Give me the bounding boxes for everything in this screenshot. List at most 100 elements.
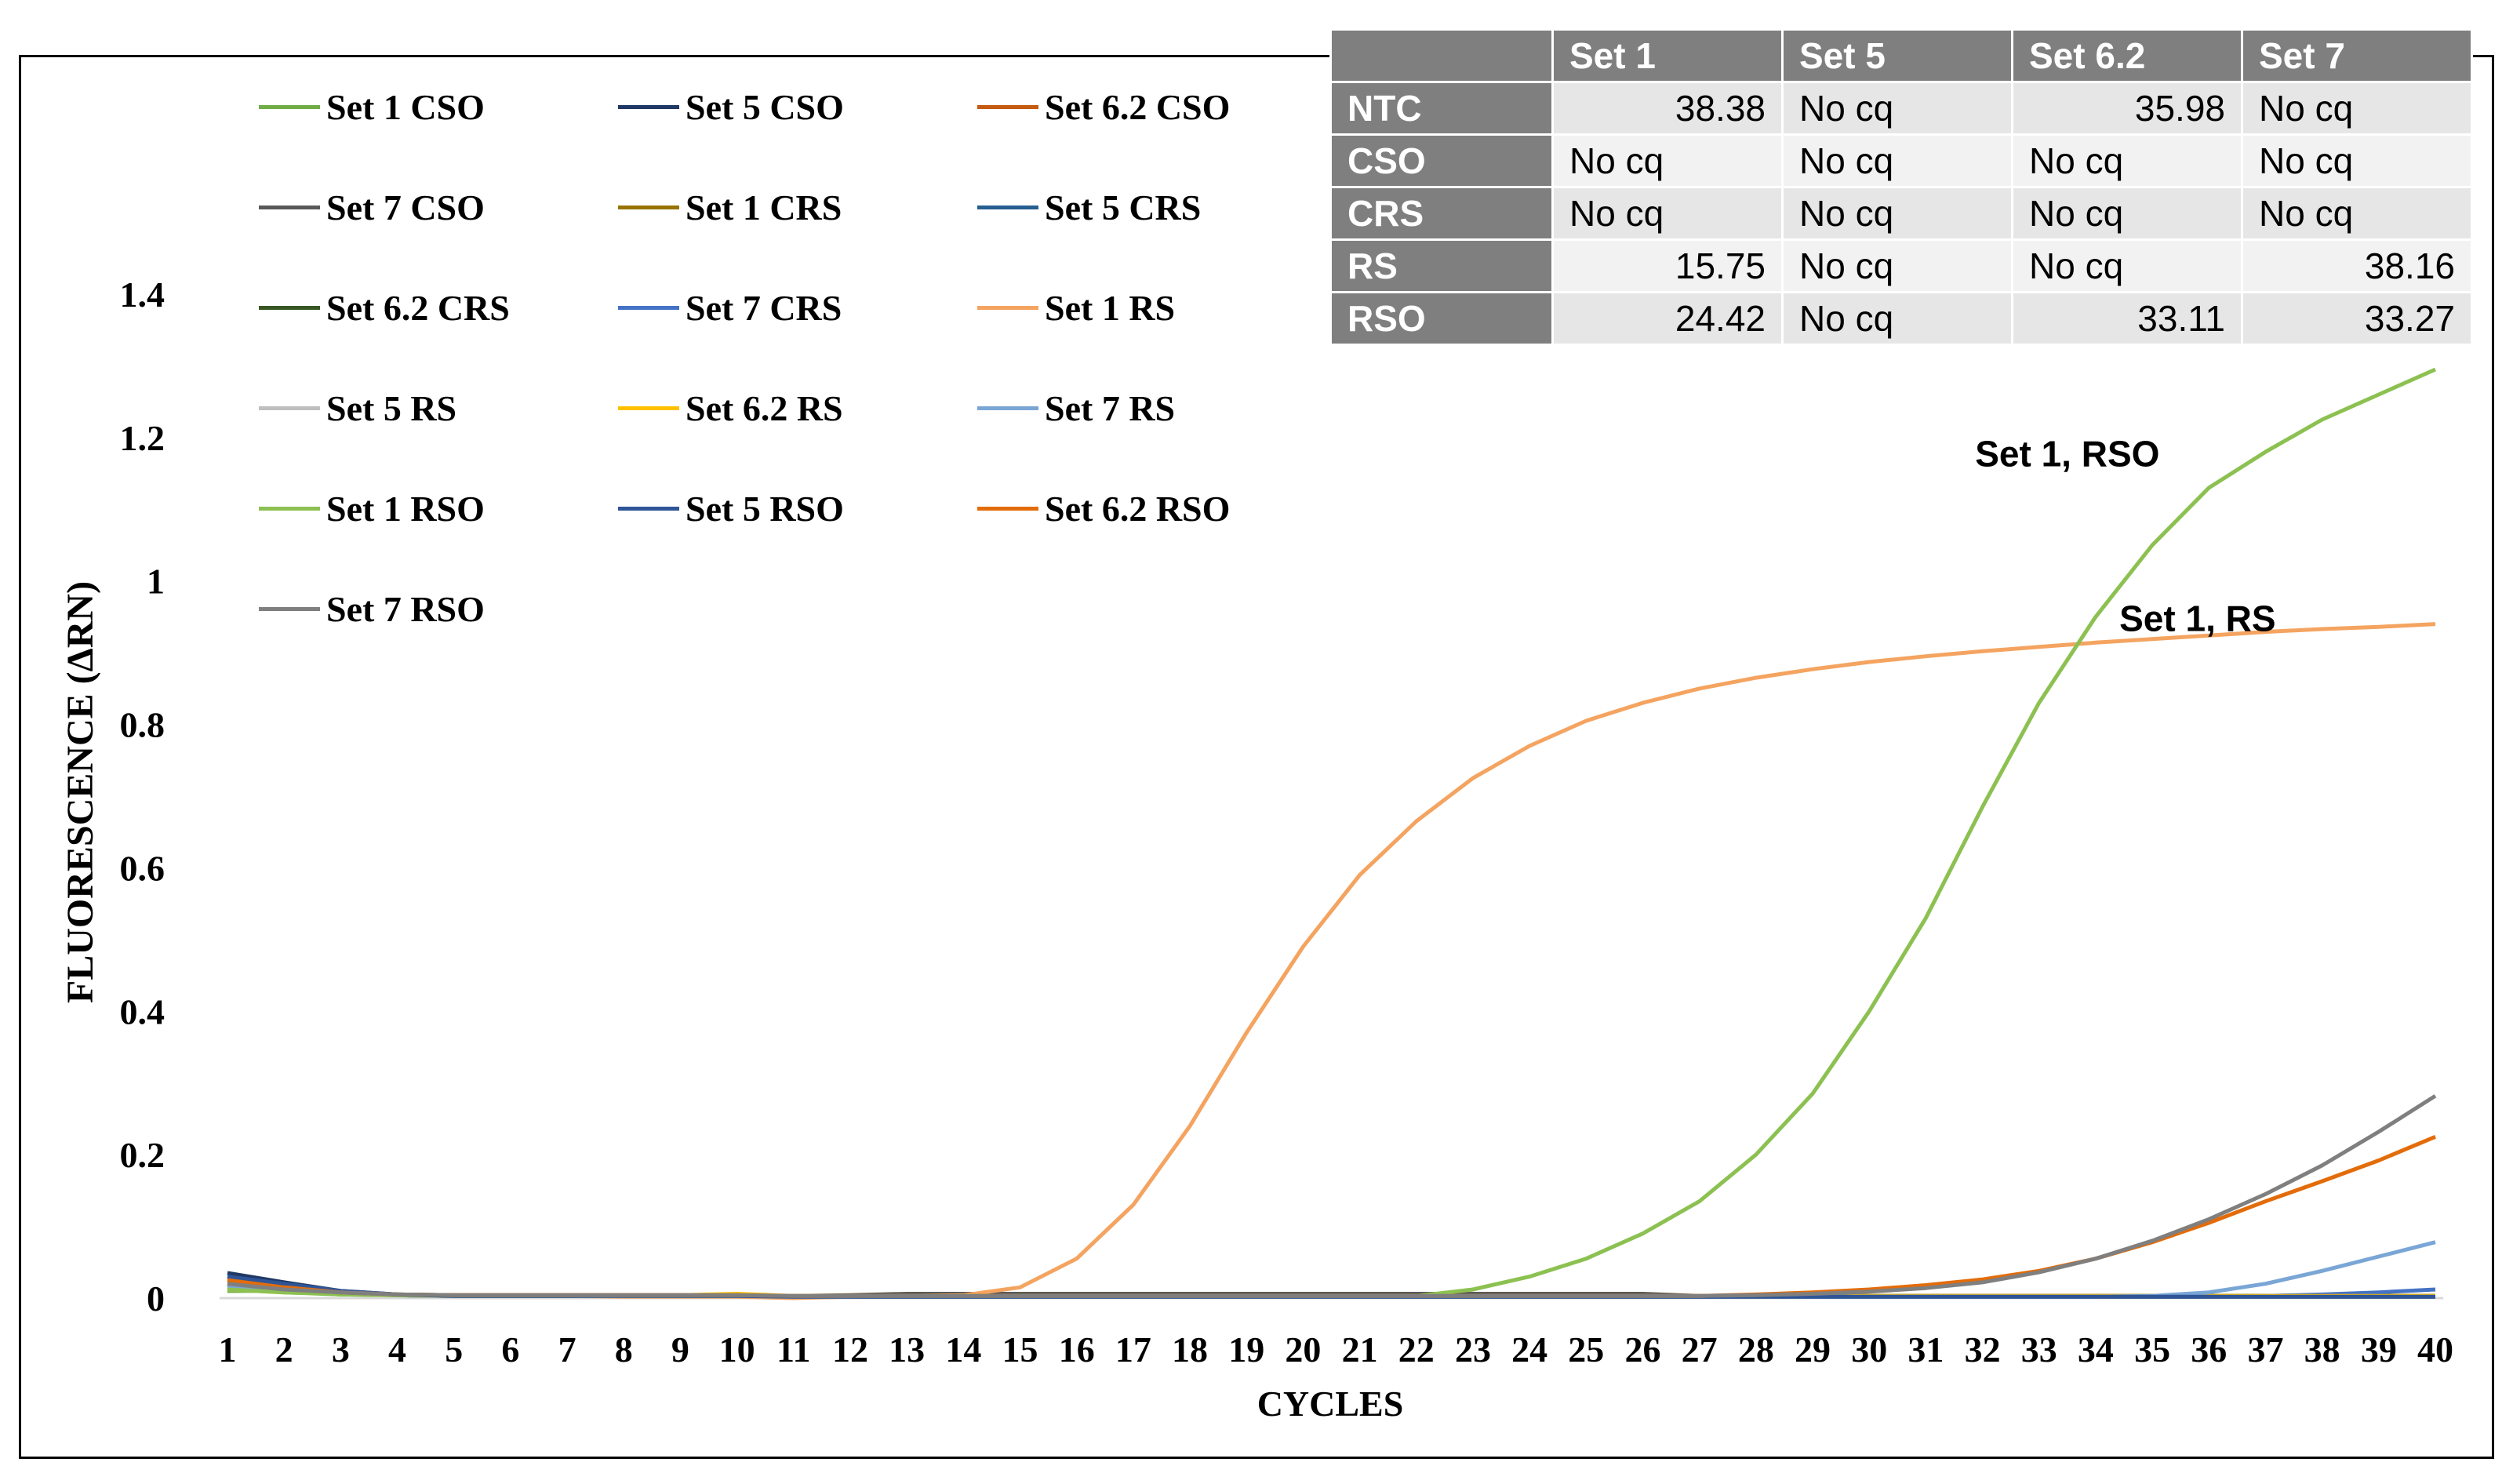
- table-cell: No cq: [2011, 186, 2243, 241]
- table-cell: 15.75: [1551, 238, 1784, 293]
- table-cell: No cq: [2241, 133, 2473, 188]
- legend-label: Set 7 CSO: [326, 187, 485, 227]
- legend-item: Set 5 CRS: [977, 187, 1201, 228]
- x-tick-label: 26: [1624, 1329, 1660, 1369]
- table-row-header: RS: [1329, 238, 1554, 293]
- legend-swatch: [259, 206, 320, 209]
- x-tick-label: 12: [832, 1329, 868, 1369]
- legend-swatch: [977, 105, 1038, 109]
- table-col-header: Set 5: [1781, 28, 2013, 83]
- legend-item: Set 1 CRS: [618, 187, 842, 228]
- table-cell: 35.98: [2011, 81, 2243, 136]
- x-tick-label: 32: [1965, 1329, 2001, 1369]
- table-cell: 33.11: [2011, 291, 2243, 346]
- legend-label: Set 6.2 CSO: [1045, 87, 1231, 127]
- y-axis-label: FLUORESCENCE (ΔRN): [60, 581, 101, 1003]
- x-tick-label: 16: [1059, 1329, 1095, 1369]
- series-line-set-6-2-rso: [227, 1134, 2436, 1298]
- x-tick-label: 28: [1738, 1329, 1774, 1369]
- series-line-set-7-rso: [227, 1094, 2437, 1298]
- table-cell: No cq: [1781, 291, 2013, 346]
- x-tick-label: 40: [2417, 1329, 2453, 1369]
- legend-label: Set 1 CSO: [326, 87, 485, 127]
- table-row-header: NTC: [1329, 81, 1554, 136]
- cq-table: Set 1 Set 5 Set 6.2 Set 7 NTC 38.38 No cq 3…: [1329, 28, 2473, 346]
- legend-label: Set 1 CRS: [686, 187, 842, 227]
- table-corner-cell: [1329, 28, 1554, 83]
- table-col-header: Set 1: [1551, 28, 1784, 83]
- legend-item: Set 1 CSO: [259, 86, 485, 128]
- legend-swatch: [977, 507, 1038, 511]
- legend-item: Set 7 RSO: [259, 588, 485, 630]
- x-tick-label: 7: [558, 1329, 576, 1369]
- legend-swatch: [618, 206, 679, 209]
- table-cell: No cq: [1781, 133, 2013, 188]
- x-tick-label: 4: [388, 1329, 406, 1369]
- table-col-header: Set 7: [2241, 28, 2473, 83]
- x-tick-label: 8: [615, 1329, 633, 1369]
- x-tick-label: 29: [1795, 1329, 1831, 1369]
- legend-swatch: [259, 406, 320, 410]
- x-tick-label: 17: [1115, 1329, 1151, 1369]
- x-tick-label: 2: [275, 1329, 293, 1369]
- legend-swatch: [977, 306, 1038, 310]
- table-cell: 38.16: [2241, 238, 2473, 293]
- legend-swatch: [618, 306, 679, 310]
- x-tick-label: 10: [719, 1329, 755, 1369]
- x-tick-label: 24: [1511, 1329, 1547, 1369]
- x-tick-label: 11: [776, 1329, 810, 1369]
- y-tick-label: 1.4: [120, 275, 165, 315]
- table-cell: 33.27: [2241, 291, 2473, 346]
- x-tick-label: 15: [1002, 1329, 1038, 1369]
- table-row-header: CSO: [1329, 133, 1554, 188]
- table-header-row: Set 1 Set 5 Set 6.2 Set 7: [1329, 28, 2473, 83]
- series-line-set-1-rso: [227, 367, 2437, 1298]
- legend-swatch: [259, 306, 320, 310]
- legend-label: Set 1 RS: [1045, 288, 1176, 328]
- y-tick-label: 0.8: [120, 705, 165, 745]
- x-axis-label: CYCLES: [1257, 1384, 1404, 1424]
- table-col-header: Set 6.2: [2011, 28, 2243, 83]
- legend-item: Set 7 CRS: [618, 287, 842, 329]
- x-tick-label: 36: [2191, 1329, 2227, 1369]
- legend-item: Set 1 RSO: [259, 488, 485, 529]
- x-tick-label: 9: [671, 1329, 689, 1369]
- x-tick-label: 1: [219, 1329, 237, 1369]
- x-tick-label: 25: [1568, 1329, 1604, 1369]
- x-tick-label: 38: [2304, 1329, 2340, 1369]
- x-tick-label: 19: [1228, 1329, 1264, 1369]
- y-tick-label: 1: [147, 562, 165, 602]
- legend-label: Set 5 RSO: [686, 489, 844, 529]
- table-row-header: RSO: [1329, 291, 1554, 346]
- y-tick-label: 0: [147, 1278, 165, 1319]
- table-cell: No cq: [1781, 186, 2013, 241]
- legend-item: Set 6.2 CRS: [259, 287, 510, 329]
- legend-swatch: [259, 507, 320, 511]
- legend-item: Set 5 RS: [259, 387, 456, 429]
- x-tick-label: 31: [1907, 1329, 1944, 1369]
- x-tick-label: 27: [1682, 1329, 1718, 1369]
- legend-swatch: [977, 406, 1038, 410]
- x-tick-label: 22: [1398, 1329, 1435, 1369]
- x-tick-label: 13: [889, 1329, 925, 1369]
- legend-swatch: [977, 206, 1038, 209]
- table-row: RSO 24.42 No cq 33.11 33.27: [1329, 291, 2473, 346]
- table-cell: No cq: [1551, 186, 1784, 241]
- table-cell: 24.42: [1551, 291, 1784, 346]
- y-tick-label: 0.2: [120, 1135, 165, 1175]
- legend-item: Set 5 CSO: [618, 86, 844, 128]
- y-tick-label: 0.4: [120, 991, 165, 1031]
- table-row: RS 15.75 No cq No cq 38.16: [1329, 238, 2473, 293]
- table-row-header: CRS: [1329, 186, 1554, 241]
- legend-item: Set 5 RSO: [618, 488, 844, 529]
- y-tick-label: 1.2: [120, 418, 165, 458]
- legend-item: Set 6.2 RSO: [977, 488, 1230, 529]
- table-row: NTC 38.38 No cq 35.98 No cq: [1329, 81, 2473, 136]
- legend-item: Set 7 CSO: [259, 187, 485, 228]
- legend-swatch: [259, 105, 320, 109]
- legend-label: Set 5 CRS: [1045, 187, 1202, 227]
- x-tick-label: 3: [332, 1329, 350, 1369]
- legend-item: Set 6.2 CSO: [977, 86, 1230, 128]
- legend-label: Set 7 RS: [1045, 388, 1176, 428]
